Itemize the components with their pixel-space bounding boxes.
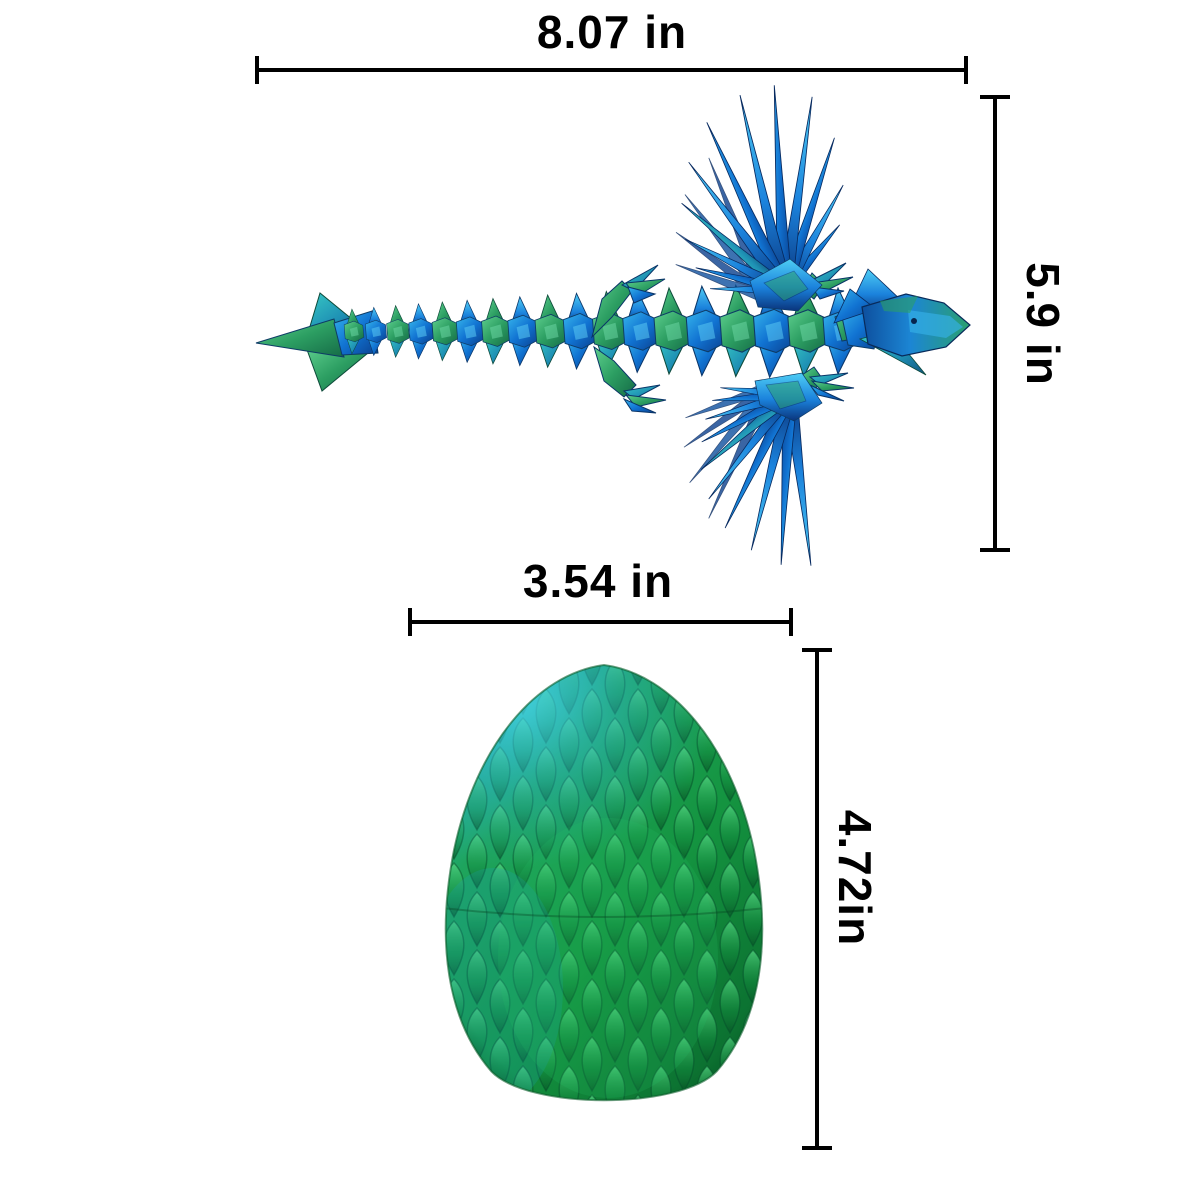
egg-width-dimension-line: [408, 608, 793, 636]
dragon-photo: [255, 85, 971, 568]
egg-width-label: 3.54 in: [522, 555, 674, 607]
dragon-height-dimension-line: [980, 95, 1010, 552]
egg-photo: [444, 663, 764, 1102]
dragon-hind-legs: [591, 264, 667, 414]
dragon-height-label: 5.9 in: [1017, 262, 1069, 386]
dragon-width-dimension-line: [255, 56, 968, 84]
dragon-tail-tip: [255, 292, 379, 392]
dragon-lower-wing: [679, 372, 823, 568]
dragon-width-label: 8.07 in: [536, 6, 688, 58]
dragon-upper-wing: [671, 85, 850, 312]
dragon-head: [833, 268, 971, 376]
egg-height-dimension-line: [802, 648, 832, 1150]
egg-shell: [444, 663, 764, 1102]
egg-height-label: 4.72in: [829, 809, 881, 947]
